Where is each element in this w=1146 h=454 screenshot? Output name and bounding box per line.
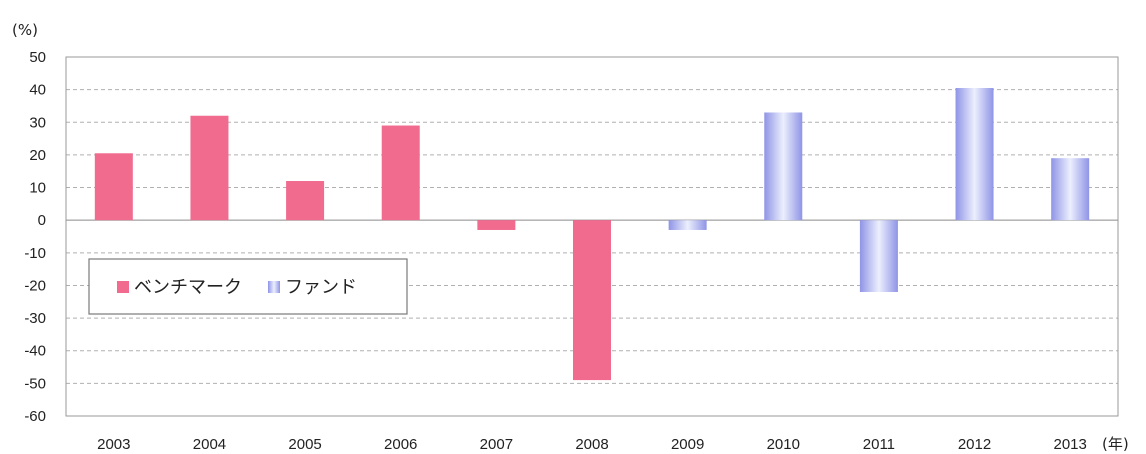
y-tick-label: -30 [24,310,46,327]
x-tick-label: 2005 [288,436,321,453]
y-tick-label: 40 [29,82,46,99]
legend-swatch-benchmark [117,281,129,293]
y-tick-labels: 50 40 30 20 10 0 -10 -20 -30 -40 -50 -60 [24,49,46,425]
x-tick-labels: 2003 2004 2005 2006 2007 2008 2009 2010 2011 2012… [97,436,1087,453]
y-tick-label: 30 [29,114,46,131]
x-tick-label: 2009 [671,436,704,453]
y-tick-label: -40 [24,343,46,360]
bars [94,88,1090,381]
legend-label-benchmark: ベンチマーク [134,277,242,298]
y-tick-label: 50 [29,49,46,66]
x-tick-label: 2008 [575,436,608,453]
y-unit-label: (%) [12,21,38,39]
y-tick-label: -10 [24,245,46,262]
bar-fund [1051,158,1090,221]
y-tick-label: 20 [29,147,46,164]
legend-box [88,258,408,315]
x-tick-label: 2011 [863,436,895,453]
x-tick-label: 2004 [193,436,226,453]
y-tick-label: 0 [38,212,46,229]
x-tick-label: 2012 [958,436,991,453]
bar-benchmark [286,181,325,221]
y-tick-label: -60 [24,408,46,425]
x-tick-label: 2013 [1053,436,1086,453]
bar-benchmark [94,153,133,221]
legend-swatch-fund [268,281,280,293]
bar-fund [764,112,803,221]
x-tick-label: 2007 [480,436,513,453]
bar-benchmark [190,115,229,221]
plot-frame [65,56,1119,417]
y-tick-label: -50 [24,375,46,392]
x-unit-label: (年) [1102,435,1129,453]
bar-benchmark [477,220,516,230]
y-tick-label: -20 [24,277,46,294]
bar-fund [955,88,994,221]
bar-fund [859,220,898,292]
legend: ベンチマーク ファンド [88,258,408,315]
bar-fund [668,220,707,230]
x-tick-label: 2006 [384,436,417,453]
y-tick-label: 10 [29,180,46,197]
legend-label-fund: ファンド [285,277,357,298]
x-tick-label: 2003 [97,436,130,453]
bar-benchmark [381,125,420,221]
x-tick-label: 2010 [767,436,800,453]
bar-benchmark [573,220,611,381]
